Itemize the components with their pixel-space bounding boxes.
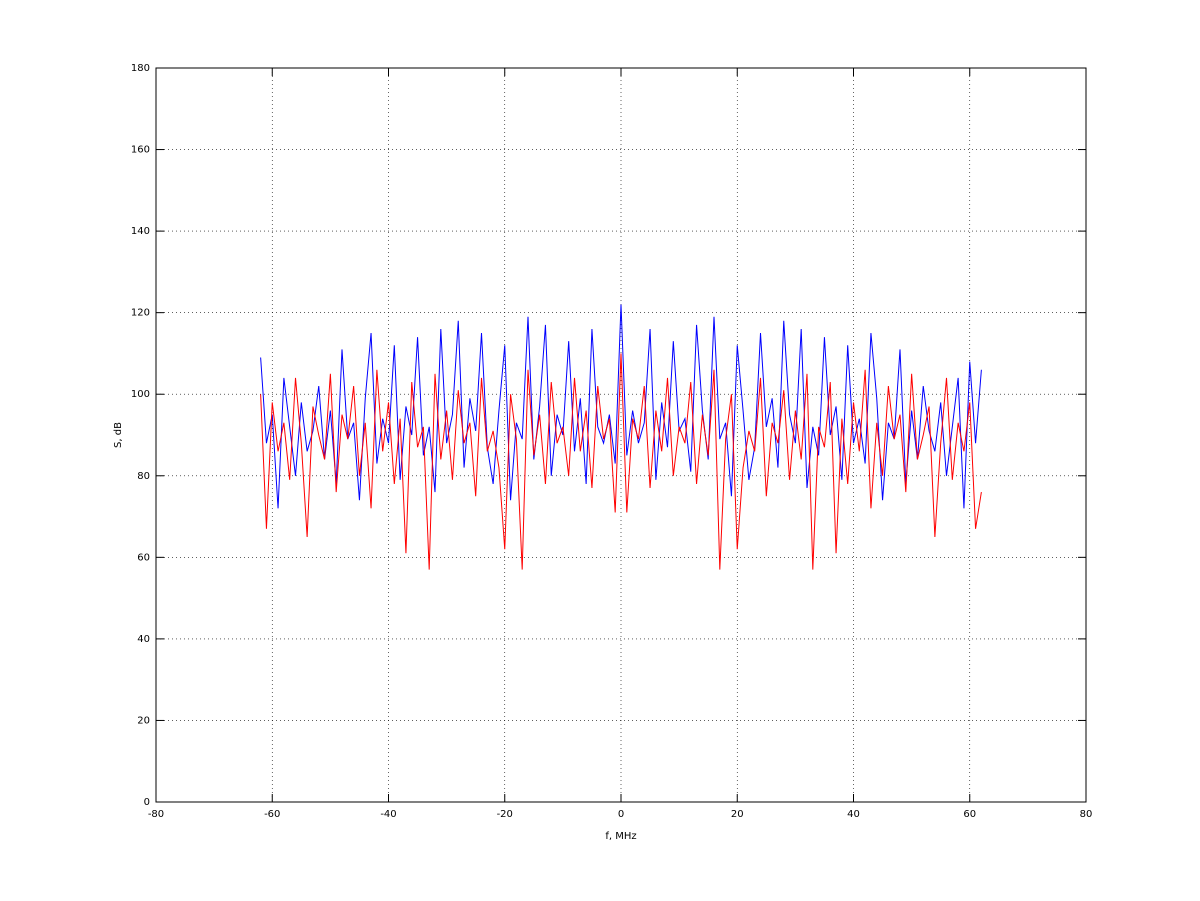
x-tick-label: -60: [264, 809, 280, 820]
series-line: [260, 353, 982, 570]
y-axis-label: S, dB: [113, 422, 124, 448]
x-tick-label: -80: [148, 809, 164, 820]
y-tick-label: 160: [131, 145, 150, 156]
x-tick-label: -20: [497, 809, 513, 820]
series-line: [260, 304, 982, 509]
y-tick-label: 120: [131, 308, 150, 319]
y-tick-label: 100: [131, 389, 150, 400]
y-tick-label: 140: [131, 226, 150, 237]
y-tick-label: 80: [137, 471, 150, 482]
x-tick-label: -40: [380, 809, 396, 820]
plot-frame: [155, 67, 1087, 803]
y-tick-label: 0: [144, 797, 150, 808]
y-tick-label: 40: [137, 634, 150, 645]
x-tick-label: 40: [847, 809, 860, 820]
y-tick-label: 20: [137, 715, 150, 726]
x-axis-label: f, MHz: [605, 831, 636, 842]
x-tick-label: 0: [618, 809, 624, 820]
x-tick-label: 60: [963, 809, 976, 820]
x-tick-label: 20: [731, 809, 744, 820]
x-tick-label: 80: [1080, 809, 1093, 820]
y-tick-label: 60: [137, 552, 150, 563]
y-tick-label: 180: [131, 63, 150, 74]
